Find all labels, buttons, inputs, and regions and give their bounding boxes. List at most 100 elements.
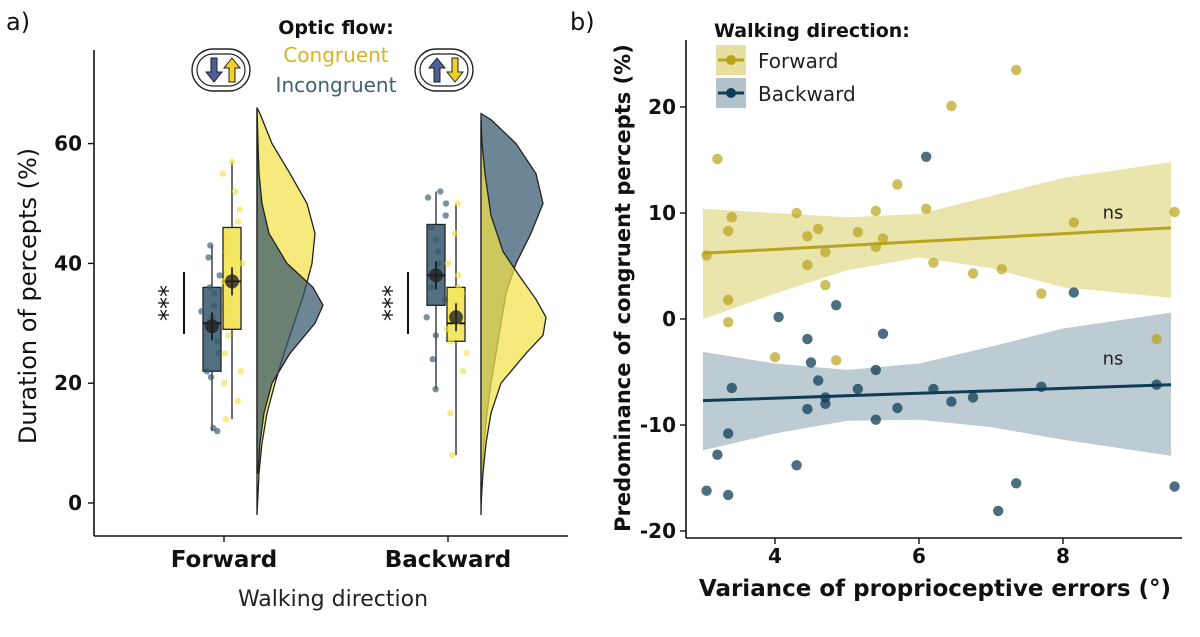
forward-congruent-point — [237, 368, 245, 375]
forward-point — [892, 179, 903, 190]
x-tick-label: 8 — [1056, 544, 1070, 568]
backward-point — [892, 402, 903, 414]
backward-point — [1036, 381, 1047, 392]
forward-point — [791, 207, 802, 219]
backward-incongruent-point — [442, 212, 449, 219]
forward-ns-annotation: ns — [1103, 202, 1124, 223]
backward-congruent-point — [451, 230, 459, 237]
forward-incongruent-point — [216, 272, 223, 279]
backward-incongruent-point — [437, 188, 444, 195]
backward-incongruent-mean-point — [429, 268, 443, 283]
forward-congruent-point — [219, 170, 226, 177]
backward-point — [1151, 379, 1162, 390]
forward-fit-line — [702, 226, 1172, 255]
legend-backward-dot — [726, 88, 736, 98]
backward-point — [852, 383, 863, 395]
optic-flow-legend-title: Optic flow: — [278, 17, 394, 39]
panel-b-label: b) — [570, 8, 595, 36]
forward-point — [723, 317, 734, 328]
forward-significance-stars: *** — [154, 285, 182, 321]
forward-incongruent-point — [211, 290, 218, 297]
backward-incongruent-point — [424, 194, 432, 201]
backward-point — [701, 485, 712, 496]
backward-point — [1011, 478, 1022, 489]
forward-point — [852, 226, 863, 238]
backward-congruent-point — [455, 272, 462, 279]
panel-b-points — [701, 64, 1180, 517]
backward-congruent-point — [454, 200, 461, 207]
forward-point — [802, 231, 813, 242]
backward-point — [870, 364, 881, 376]
backward-incongruent-point — [434, 248, 442, 255]
forward-point — [701, 250, 712, 261]
backward-point — [802, 333, 813, 345]
backward-incongruent-point — [423, 314, 430, 321]
backward-congruent-point — [458, 290, 465, 297]
forward-incongruent-point — [203, 368, 211, 375]
backward-incongruent-point — [432, 332, 439, 339]
backward-point — [928, 383, 939, 395]
panel-b-y-label: Predominance of congruent percepts (%) — [611, 44, 635, 532]
legend-forward-dot — [726, 55, 736, 65]
backward-congruent-point — [447, 409, 454, 417]
forward-point — [1068, 217, 1080, 228]
backward-congruent-point — [447, 338, 455, 345]
forward-incongruent-point — [205, 254, 212, 261]
forward-congruent-point — [220, 278, 227, 285]
forward-congruent-point — [235, 218, 242, 225]
forward-incongruent-point — [210, 302, 218, 309]
forward-incongruent-point — [207, 374, 215, 381]
legend-congruent-label: Congruent — [283, 43, 388, 67]
legend-incongruent-label: Incongruent — [276, 73, 397, 97]
forward-point — [726, 212, 737, 223]
backward-point — [993, 505, 1004, 517]
backward-congruent-point — [459, 368, 467, 375]
forward-point — [1151, 333, 1162, 345]
forward-congruent-point — [225, 308, 233, 315]
forward-incongruent-density — [256, 107, 324, 474]
y-tick-label: 20 — [54, 371, 82, 395]
forward-point — [996, 264, 1007, 275]
forward-incongruent-point — [214, 338, 221, 345]
forward-congruent-point — [225, 332, 232, 339]
backward-point — [870, 414, 881, 425]
forward-congruent-point — [221, 350, 229, 357]
backward-significance-stars: *** — [378, 285, 406, 321]
forward-congruent-point — [236, 206, 243, 213]
forward-incongruent-point — [206, 284, 213, 291]
forward-congruent-point — [234, 398, 241, 405]
backward-congruent-mean-point — [449, 310, 463, 325]
forward-congruent-point — [221, 380, 228, 387]
backward-congruent-point — [444, 260, 452, 267]
backward-point — [921, 151, 932, 162]
forward-congruent-point — [231, 188, 239, 195]
optic-flow-icon-forward — [191, 48, 251, 92]
forward-point — [813, 223, 824, 235]
backward-point — [820, 392, 831, 403]
backward-point — [791, 460, 802, 471]
forward-point — [1036, 288, 1047, 299]
backward-point — [946, 396, 957, 407]
arrow-down-icon — [204, 57, 224, 83]
backward-congruent-point — [463, 350, 470, 357]
forward-incongruent-point — [198, 308, 205, 315]
panel-a-label: a) — [6, 8, 30, 36]
y-tick-label: 40 — [54, 251, 82, 275]
forward-point — [802, 259, 813, 271]
forward-incongruent-point — [215, 350, 223, 357]
backward-point — [726, 382, 737, 394]
forward-point — [820, 247, 831, 258]
panel-a-y-label: Duration of percepts (%) — [14, 148, 42, 444]
backward-incongruent-point — [442, 200, 450, 207]
forward-point — [870, 205, 881, 217]
y-tick-label: -10 — [640, 413, 676, 437]
forward-point — [877, 233, 889, 244]
backward-point — [773, 311, 784, 323]
backward-ns-annotation: ns — [1103, 349, 1124, 370]
panel-a-x-ticks: Forward Backward — [171, 536, 511, 573]
forward-point — [831, 355, 842, 366]
arrow-up-icon — [427, 57, 447, 83]
panel-a-x-label: Walking direction — [238, 587, 428, 612]
y-tick-label: 0 — [68, 491, 82, 515]
